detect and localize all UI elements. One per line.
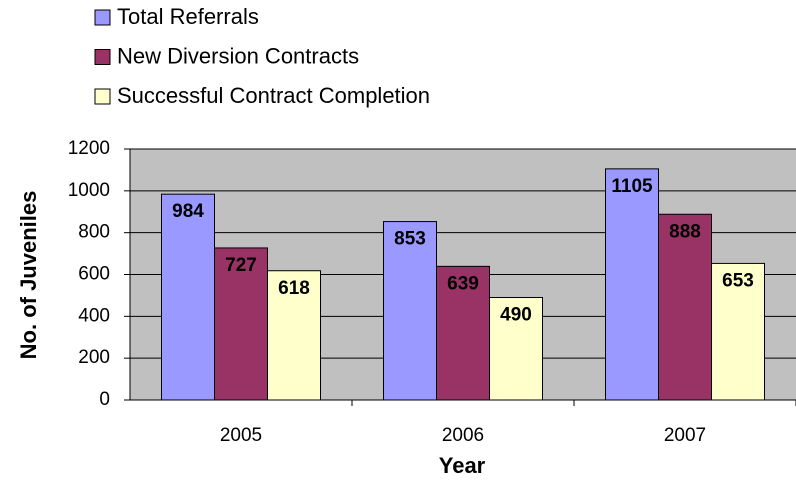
bar (605, 168, 659, 401)
x-tick-label: 2005 (220, 425, 262, 446)
y-axis-label: No. of Juveniles (16, 191, 41, 360)
y-tick-label: 600 (78, 264, 110, 285)
data-label: 618 (278, 278, 310, 299)
data-label: 490 (500, 305, 532, 326)
legend-label: Successful Contract Completion (117, 83, 430, 108)
y-tick-label: 1000 (68, 180, 110, 201)
data-label: 1105 (611, 176, 653, 197)
data-label: 653 (722, 270, 754, 291)
bar (383, 221, 437, 401)
data-label: 984 (172, 201, 204, 222)
data-label: 853 (394, 229, 426, 250)
legend-label: Total Referrals (117, 4, 259, 29)
y-tick-label: 200 (78, 347, 110, 368)
legend-swatch (94, 9, 111, 26)
y-tick-label: 0 (99, 389, 110, 410)
bar (161, 193, 215, 401)
legend-swatch (94, 49, 111, 65)
x-axis-label: Year (439, 453, 486, 478)
bar (658, 213, 712, 401)
x-tick-label: 2007 (664, 425, 706, 446)
data-label: 888 (669, 221, 701, 242)
bar (267, 270, 321, 401)
y-tick-label: 800 (78, 222, 110, 243)
x-tick-label: 2006 (442, 425, 484, 446)
bar (214, 247, 268, 401)
legend-swatch (94, 88, 111, 105)
bar (436, 265, 490, 401)
bar (489, 297, 543, 401)
bar (711, 262, 765, 401)
data-label: 639 (447, 273, 479, 294)
y-tick-label: 1200 (68, 138, 110, 159)
legend-label: New Diversion Contracts (117, 43, 359, 68)
data-label: 727 (225, 255, 257, 276)
y-tick-label: 400 (78, 305, 110, 326)
